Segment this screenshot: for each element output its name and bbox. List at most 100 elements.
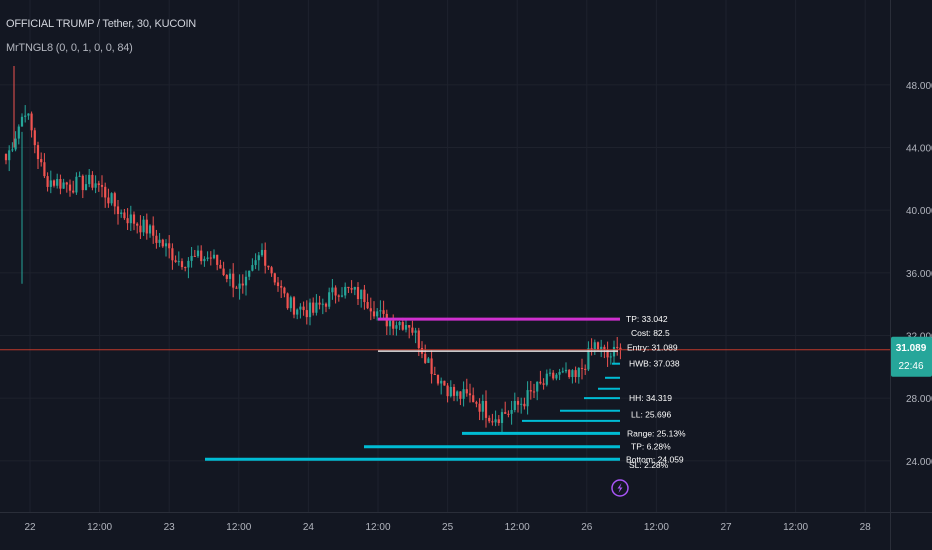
lightning-bolt-icon[interactable] xyxy=(611,479,629,497)
candle-body xyxy=(203,258,206,262)
candle-body xyxy=(388,320,392,327)
candle-body xyxy=(267,265,270,268)
candle-body xyxy=(148,225,152,234)
candle-body xyxy=(280,286,283,288)
candle-body xyxy=(49,180,52,187)
price-axis-label: 40.000 xyxy=(906,206,932,217)
candle-body xyxy=(158,239,161,243)
time-axis-label: 25 xyxy=(442,522,454,533)
candle-body xyxy=(318,302,321,305)
candle-body xyxy=(292,297,296,315)
candle-body xyxy=(449,386,452,397)
candle-body xyxy=(561,371,564,373)
candle-body xyxy=(360,289,363,300)
candle-body xyxy=(600,346,603,350)
candle-body xyxy=(193,255,196,257)
candle-body xyxy=(504,412,507,414)
candle-body xyxy=(302,306,305,311)
candle-body xyxy=(577,367,580,378)
candle-body xyxy=(452,386,456,396)
candle-body xyxy=(369,308,372,312)
candle-body xyxy=(481,400,484,412)
candle-body xyxy=(472,395,475,403)
tp-label: TP: 33.042 xyxy=(626,314,668,324)
candle-body xyxy=(347,286,350,289)
candle-body xyxy=(321,303,324,305)
candle-body xyxy=(196,250,200,257)
candle-body xyxy=(59,179,62,189)
tp-percent-label: TP: 6.28% xyxy=(631,442,671,452)
candle-body xyxy=(241,283,244,286)
candle-body xyxy=(11,149,14,151)
candle-body xyxy=(286,293,289,309)
candle-body xyxy=(283,287,286,294)
candle-body xyxy=(532,391,536,393)
candle-body xyxy=(43,162,46,177)
price-axis-label: 28.000 xyxy=(906,394,932,405)
time-axis-label: 12:00 xyxy=(505,522,530,533)
candle-body xyxy=(568,369,571,378)
candle-body xyxy=(190,255,193,261)
candle-body xyxy=(136,223,139,226)
time-axis-label: 26 xyxy=(581,522,593,533)
candle-body xyxy=(475,402,478,404)
time-axis-label: 28 xyxy=(860,522,872,533)
lightning-bolt-glyph xyxy=(617,483,623,493)
candle-body xyxy=(254,260,257,266)
sl-label: SL: 2.28% xyxy=(629,460,669,470)
candle-body xyxy=(536,381,539,392)
candle-body xyxy=(184,267,187,269)
candle-body xyxy=(324,303,328,307)
symbol-title[interactable]: OFFICIAL TRUMP / Tether, 30, KUCOIN xyxy=(6,18,197,30)
candle-body xyxy=(225,275,228,279)
candle-body xyxy=(372,311,376,317)
time-axis-label: 22 xyxy=(24,522,36,533)
candle-body xyxy=(404,325,408,330)
candle-body xyxy=(30,113,33,131)
time-axis-label: 12:00 xyxy=(644,522,669,533)
candle-body xyxy=(411,327,414,333)
candle-body xyxy=(299,306,302,310)
candle-body xyxy=(548,372,552,374)
candle-body xyxy=(539,381,542,384)
candle-body xyxy=(273,273,276,283)
candle-body xyxy=(216,254,219,265)
candle-body xyxy=(36,145,40,160)
candle-body xyxy=(78,175,81,177)
candle-body xyxy=(97,183,100,186)
candle-body xyxy=(312,302,315,313)
candle-body xyxy=(379,310,382,312)
candle-body xyxy=(244,276,248,286)
hh-label: HH: 34.319 xyxy=(629,393,672,403)
candle-body xyxy=(417,330,420,349)
time-axis-label: 23 xyxy=(164,522,176,533)
candle-body xyxy=(264,249,267,266)
candle-body xyxy=(376,311,379,317)
candle-body xyxy=(513,400,516,411)
candle-body xyxy=(232,273,235,288)
candle-body xyxy=(248,270,251,277)
candle-countdown: 22:46 xyxy=(898,361,923,372)
candle-body xyxy=(177,261,180,263)
candle-body xyxy=(584,368,587,370)
candle-body xyxy=(468,393,472,396)
indicator-legend[interactable]: MrTNGL8 (0, 0, 1, 0, 0, 84) xyxy=(6,42,133,54)
candle-body xyxy=(228,273,232,279)
candle-body xyxy=(366,302,369,309)
candle-body xyxy=(424,353,427,363)
candle-body xyxy=(558,371,561,375)
candle-body xyxy=(88,174,91,185)
bottom-label: Bottom: 24.059 xyxy=(626,454,684,464)
entry-label: Entry: 31.089 xyxy=(627,342,678,352)
current-price-badge xyxy=(891,336,932,377)
candle-body xyxy=(395,325,398,329)
candle-body xyxy=(206,257,209,259)
candle-body xyxy=(308,302,312,318)
candle-body xyxy=(580,367,584,369)
time-axis-label: 12:00 xyxy=(783,522,808,533)
cost-label: Cost: 82.5 xyxy=(631,328,670,338)
candle-body xyxy=(174,260,177,262)
candle-body xyxy=(260,249,264,256)
